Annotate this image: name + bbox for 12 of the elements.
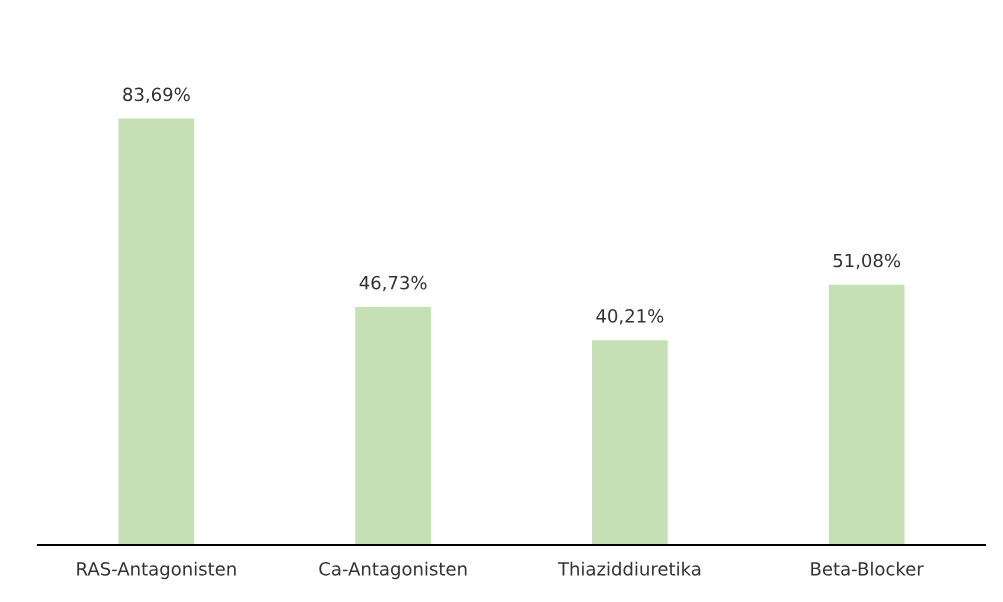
data-label: 83,69% (123, 87, 190, 104)
data-label: 46,73% (359, 275, 427, 292)
bar (118, 118, 195, 545)
bar (592, 340, 668, 545)
bar (355, 306, 432, 545)
data-label: 51,08% (833, 253, 901, 270)
x-tick-label: Ca-Antagonisten (319, 561, 467, 580)
x-tick-label: Thiaziddiuretika (557, 561, 701, 576)
bar (828, 284, 905, 545)
data-label: 40,21% (596, 309, 664, 325)
x-tick-label: Beta-Blocker (811, 561, 924, 576)
x-tick-label: RAS-Antagonisten (77, 561, 236, 580)
